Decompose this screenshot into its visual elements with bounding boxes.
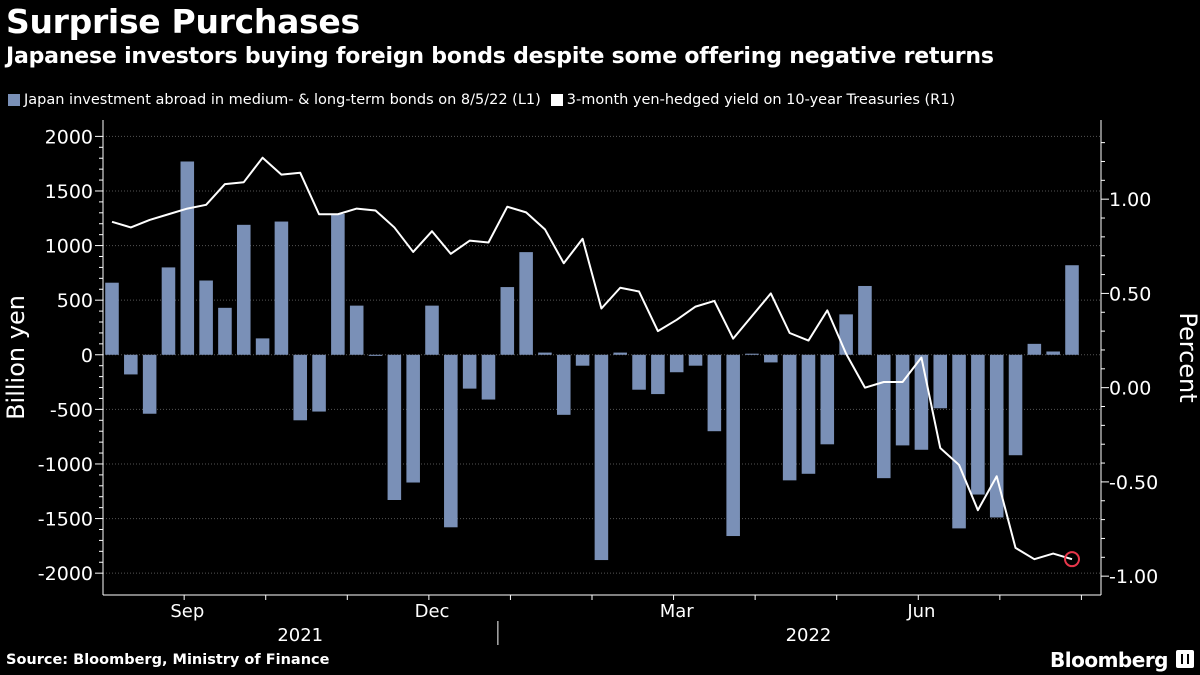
right-axis-tick-label: -0.50 bbox=[1109, 472, 1158, 494]
bar bbox=[952, 354, 966, 529]
left-axis-tick-label: -1500 bbox=[38, 509, 93, 531]
bar bbox=[312, 354, 326, 412]
bar bbox=[1027, 343, 1042, 355]
bar bbox=[368, 354, 383, 356]
bar bbox=[876, 354, 891, 479]
bar bbox=[519, 252, 533, 355]
bar bbox=[124, 354, 138, 375]
left-axis-tick-label: -2000 bbox=[38, 563, 93, 585]
yield-line bbox=[111, 156, 1073, 561]
right-axis-tick-label: -1.00 bbox=[1109, 566, 1158, 588]
bar bbox=[500, 287, 515, 355]
legend-swatch-bar bbox=[8, 94, 20, 106]
x-axis-month-label: Mar bbox=[660, 601, 695, 622]
bar bbox=[782, 354, 797, 481]
bar bbox=[538, 352, 552, 355]
bar bbox=[462, 354, 477, 389]
bar bbox=[989, 354, 1004, 518]
bar bbox=[387, 354, 402, 500]
line-end-marker bbox=[1064, 551, 1080, 568]
bar bbox=[764, 354, 778, 363]
source-note: Source: Bloomberg, Ministry of Finance bbox=[6, 652, 330, 668]
bar bbox=[331, 213, 345, 355]
bar bbox=[199, 280, 213, 355]
x-axis-year-label: 2021 bbox=[277, 625, 323, 646]
right-axis-tick-label: 0.50 bbox=[1109, 283, 1151, 305]
bar bbox=[858, 285, 872, 355]
bar bbox=[274, 221, 289, 355]
left-axis-tick-label: 1000 bbox=[45, 236, 93, 258]
left-axis-tick-label: -1000 bbox=[38, 454, 93, 476]
bar bbox=[726, 354, 740, 537]
bar bbox=[971, 354, 985, 495]
bar bbox=[801, 354, 816, 474]
bar bbox=[255, 338, 270, 355]
bar bbox=[481, 354, 496, 400]
bar bbox=[651, 354, 665, 395]
chart-title: Surprise Purchases bbox=[6, 2, 360, 41]
bar bbox=[142, 354, 157, 414]
bar bbox=[575, 354, 590, 366]
legend: Japan investment abroad in medium- & lon… bbox=[8, 92, 965, 108]
bar bbox=[180, 161, 195, 355]
bar bbox=[594, 354, 609, 561]
bar bbox=[914, 354, 929, 450]
bar bbox=[105, 282, 119, 355]
right-axis-tick-label: 1.00 bbox=[1109, 189, 1151, 211]
bar bbox=[688, 354, 703, 366]
bar bbox=[1065, 265, 1079, 355]
legend-item-line: 3-month yen-hedged yield on 10-year Trea… bbox=[550, 92, 956, 108]
bar bbox=[425, 305, 439, 355]
bar bbox=[349, 305, 364, 355]
bar bbox=[293, 354, 308, 421]
right-axis-title: Percent bbox=[1174, 312, 1200, 402]
bar bbox=[632, 354, 646, 390]
bar bbox=[707, 354, 722, 432]
right-axis-tick-label: 0.00 bbox=[1109, 378, 1151, 400]
bar bbox=[933, 354, 948, 409]
bar bbox=[556, 354, 571, 415]
bar bbox=[669, 354, 684, 373]
bar bbox=[1046, 351, 1060, 355]
left-axis-title: Billion yen bbox=[2, 295, 30, 420]
bar bbox=[895, 354, 910, 446]
legend-label-bars: Japan investment abroad in medium- & lon… bbox=[24, 92, 541, 108]
bar bbox=[839, 314, 853, 355]
bar bbox=[161, 267, 176, 355]
bar bbox=[613, 352, 628, 355]
legend-label-line: 3-month yen-hedged yield on 10-year Trea… bbox=[566, 92, 956, 108]
left-axis-tick-label: 0 bbox=[81, 345, 93, 367]
bar bbox=[1008, 354, 1023, 456]
x-axis-month-label: Dec bbox=[415, 601, 450, 622]
x-axis-year-label: 2022 bbox=[786, 625, 832, 646]
bar bbox=[444, 354, 458, 528]
legend-item-bars: Japan investment abroad in medium- & lon… bbox=[8, 92, 541, 108]
bar bbox=[820, 354, 835, 445]
legend-swatch-line bbox=[550, 94, 563, 106]
left-axis-tick-label: -500 bbox=[50, 399, 93, 421]
left-axis-tick-label: 500 bbox=[57, 290, 93, 312]
bar bbox=[236, 224, 251, 355]
x-axis-month-label: Jun bbox=[906, 601, 935, 622]
x-axis-month-label: Sep bbox=[170, 601, 204, 622]
bar bbox=[745, 353, 759, 355]
left-axis-tick-label: 1500 bbox=[45, 181, 93, 203]
bar bbox=[406, 354, 420, 483]
left-axis-tick-label: 2000 bbox=[45, 126, 93, 148]
bloomberg-app-icon bbox=[1176, 650, 1194, 668]
bar bbox=[218, 307, 232, 355]
chart-subtitle: Japanese investors buying foreign bonds … bbox=[6, 44, 994, 69]
brand-logo-text: Bloomberg bbox=[1050, 648, 1168, 672]
